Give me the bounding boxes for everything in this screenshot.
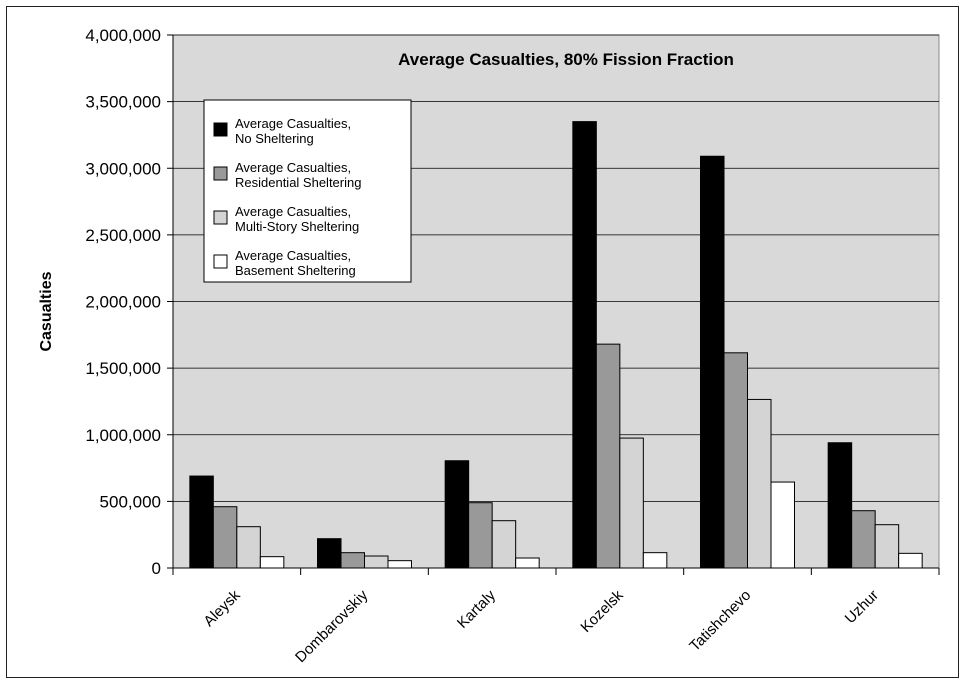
y-tick-label: 3,500,000 (85, 93, 161, 112)
x-tick-label: Uzhur (842, 587, 882, 627)
bar (770, 481, 795, 569)
bar (387, 560, 412, 569)
legend-label: No Sheltering (235, 131, 314, 146)
x-tick-label: Tatishchevo (686, 587, 754, 655)
legend-swatch (213, 254, 228, 269)
legend-label: Basement Sheltering (235, 263, 356, 278)
bar (340, 552, 365, 569)
bar (898, 552, 923, 569)
bar (572, 121, 597, 569)
y-tick-label: 1,500,000 (85, 359, 161, 378)
legend-swatch (213, 122, 228, 137)
legend-label: Average Casualties, (235, 160, 351, 175)
y-tick-label: 0 (152, 559, 161, 578)
bar (491, 520, 517, 569)
bar (468, 502, 493, 569)
legend-swatch (213, 210, 228, 225)
y-tick-label: 500,000 (100, 492, 161, 511)
y-tick-label: 4,000,000 (85, 26, 161, 45)
legend-box (203, 99, 412, 283)
y-tick-label: 2,000,000 (85, 293, 161, 312)
bar (364, 555, 389, 569)
bar (747, 398, 772, 569)
x-tick-label: Dombarovskiy (292, 586, 372, 666)
bar (317, 538, 342, 569)
bar (515, 557, 540, 569)
legend: Average Casualties,No ShelteringAverage … (203, 99, 412, 283)
bar (827, 442, 853, 569)
bar (874, 524, 900, 569)
bar (259, 556, 285, 569)
chart-frame: 0 500,000 1,000,000 1,500,000 2,000,000 2,500… (6, 6, 959, 678)
bar (236, 526, 261, 569)
chart-title: Average Casualties, 80% Fission Fraction (398, 50, 734, 69)
bar (851, 510, 876, 569)
chart-svg: 0 500,000 1,000,000 1,500,000 2,000,000 2,500… (38, 26, 940, 666)
bar (619, 437, 644, 569)
bar (723, 352, 748, 569)
bar (444, 460, 470, 569)
bars (189, 121, 923, 569)
y-tick-label: 3,000,000 (85, 159, 161, 178)
legend-label: Average Casualties, (235, 204, 351, 219)
legend-swatch (213, 166, 228, 181)
bar (642, 552, 668, 569)
y-tick-label: 1,000,000 (85, 426, 161, 445)
bar (212, 506, 238, 569)
legend-label: Average Casualties, (235, 116, 351, 131)
legend-label: Residential Sheltering (235, 175, 361, 190)
bar (189, 475, 214, 569)
legend-label: Multi-Story Sheltering (235, 219, 359, 234)
bar (700, 155, 725, 569)
x-tick-label: Aleysk (200, 586, 244, 630)
y-axis-label: Casualties (38, 271, 55, 351)
y-tick-label: 2,500,000 (85, 226, 161, 245)
legend-label: Average Casualties, (235, 248, 351, 263)
bar (595, 343, 621, 569)
x-tick-label: Kozelsk (577, 586, 627, 636)
x-tick-label: Kartaly (454, 586, 499, 631)
